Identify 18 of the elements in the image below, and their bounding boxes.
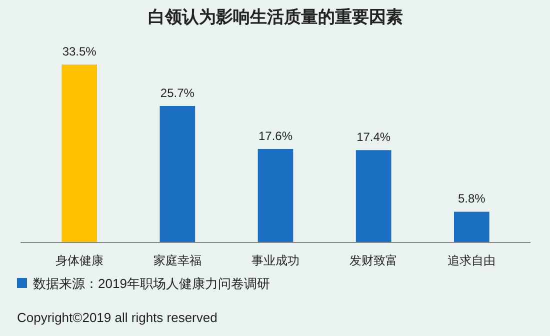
chart-title: 白领认为影响生活质量的重要因素 <box>148 8 403 28</box>
x-tick-label: 身体健康 <box>55 254 104 268</box>
bar <box>356 150 392 242</box>
data-label: 17.6% <box>258 129 293 143</box>
text: Copyright©2019 all rights reserved <box>17 309 218 327</box>
data-label: 17.4% <box>356 130 391 144</box>
data-label: 5.8% <box>458 192 486 206</box>
data-label: 33.5% <box>62 44 97 59</box>
bar <box>258 149 294 242</box>
x-tick-label: 追求自由 <box>448 254 496 268</box>
x-tick-label: 发财致富 <box>350 254 398 268</box>
source-note: 数据来源：2019年职场人健康力问卷调研 <box>32 275 270 293</box>
bar <box>454 212 490 242</box>
data-label: 25.7% <box>160 86 195 100</box>
bar <box>160 106 196 242</box>
x-tick-label: 家庭幸福 <box>153 254 202 268</box>
x-tick-label: 事业成功 <box>252 254 300 268</box>
bar <box>62 64 97 242</box>
